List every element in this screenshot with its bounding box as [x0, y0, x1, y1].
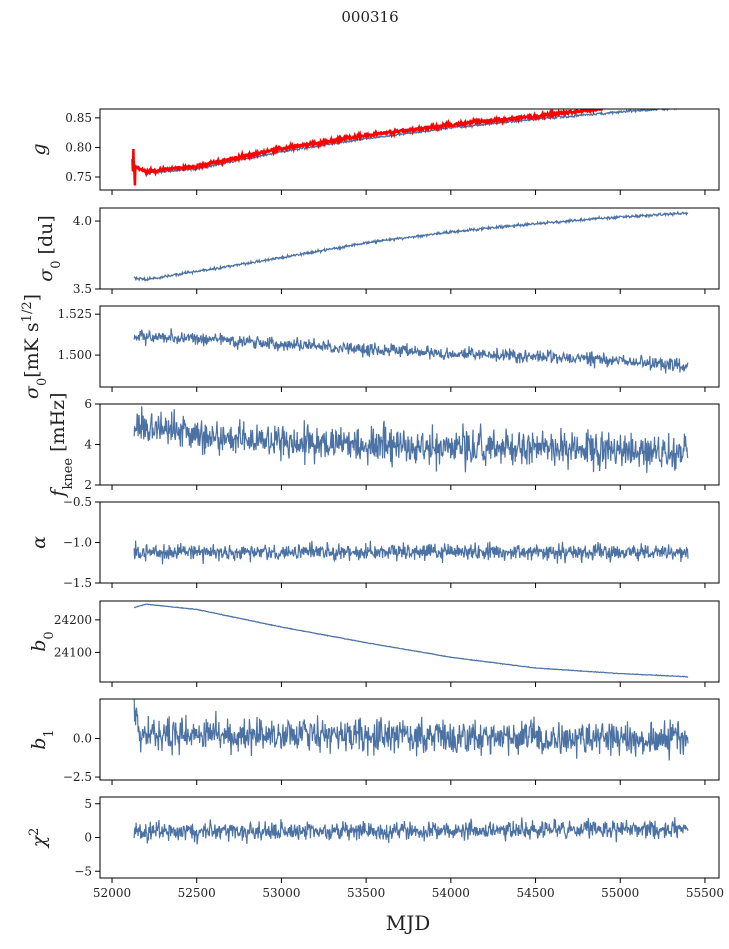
x-tick-label: 54000: [432, 886, 470, 900]
x-tick-label: 55000: [601, 886, 639, 900]
y-axis-label: α: [28, 536, 50, 549]
y-axis-label: χ2: [27, 828, 51, 850]
y-tick-label: 0.85: [65, 111, 92, 125]
panel-6: −2.5 0.0 b1: [28, 698, 720, 785]
x-tick-label: 52500: [178, 886, 216, 900]
y-axis-label: g: [28, 143, 50, 155]
y-tick-label: 1.500: [58, 348, 92, 362]
x-tick-label: 52000: [93, 886, 131, 900]
y-tick-label: 24100: [54, 645, 92, 659]
chart-title: 000316: [341, 8, 398, 26]
series-line-b1: [133, 699, 689, 761]
panel-frame: [99, 305, 720, 388]
panel-4: −1.5 −1.0 −0.5 α: [28, 495, 720, 590]
y-tick-label: −1.0: [63, 536, 92, 550]
y-tick-label: 0.0: [73, 731, 92, 745]
y-tick-label: −2.5: [63, 770, 92, 784]
y-axis-label: fknee [mHz]: [47, 392, 76, 498]
series-line-sigma0_du: [133, 210, 689, 282]
panel-frame: [99, 501, 720, 584]
y-axis-label: b0: [28, 631, 57, 651]
y-tick-label: 24200: [54, 613, 92, 627]
y-axis-label: σ0[mK s1/2]: [20, 294, 50, 399]
x-tick-label: 55500: [686, 886, 724, 900]
y-tick-label: −1.5: [63, 576, 92, 590]
panel-0: 0.75 0.80 0.85 g: [28, 108, 720, 195]
y-tick-label: 0.75: [65, 170, 92, 184]
y-axis-label: b1: [28, 729, 57, 749]
series-line-b0: [133, 603, 689, 678]
series-line-fknee: [133, 406, 689, 473]
series-line-g-red-: [131, 109, 604, 186]
panel-5: 24100 24200 b0: [28, 600, 720, 687]
panel-3: 2 4 6 fknee [mHz]: [47, 392, 720, 499]
series-line-sigma0_mK: [133, 328, 689, 374]
y-tick-label: −0.5: [63, 495, 92, 509]
y-tick-label: −5: [74, 864, 92, 878]
series-line-chi2: [133, 817, 689, 845]
y-tick-label: 4: [84, 438, 92, 452]
panel-7: −5 0 5 52000 52500 53000 53500 54000 54500 55000 5…: [27, 796, 724, 900]
panel-frame: [99, 698, 720, 781]
y-tick-label: 0.80: [65, 140, 92, 154]
y-tick-label: 4.0: [73, 214, 92, 228]
y-tick-label: 2: [84, 478, 92, 492]
y-tick-label: 1.525: [58, 307, 92, 321]
y-tick-label: 5: [84, 797, 92, 811]
x-axis-label: MJD: [386, 911, 431, 935]
y-tick-label: 3.5: [73, 282, 92, 296]
panel-frame: [99, 108, 720, 191]
series-line-alpha: [133, 540, 689, 565]
y-axis-label: σ0 [du]: [35, 215, 64, 282]
panel-frame: [99, 796, 720, 879]
y-tick-label: 6: [84, 397, 92, 411]
x-tick-label: 54500: [516, 886, 554, 900]
y-tick-label: 0: [84, 831, 92, 845]
panel-1: 3.5 4.0 σ0 [du]: [35, 207, 720, 296]
panel-frame: [99, 600, 720, 683]
x-tick-label: 53000: [262, 886, 300, 900]
x-tick-label: 53500: [347, 886, 385, 900]
panel-2: 1.500 1.525 σ0[mK s1/2]: [20, 294, 720, 399]
panel-frame: [99, 207, 720, 290]
